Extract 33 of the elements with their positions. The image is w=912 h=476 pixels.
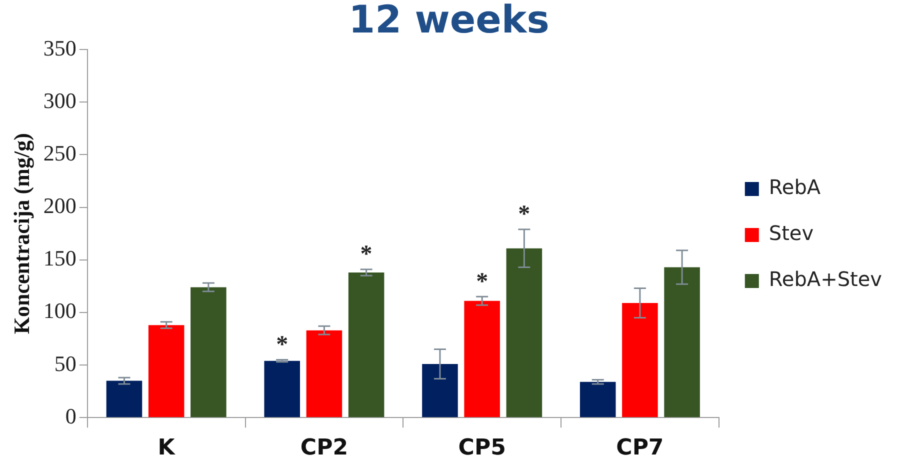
bar	[664, 267, 700, 418]
bar	[464, 300, 500, 418]
chart-title: 12 weeks	[348, 0, 550, 42]
bar	[622, 302, 658, 418]
bar	[506, 248, 542, 418]
bar	[422, 364, 458, 418]
legend-label: Stev	[768, 221, 814, 246]
y-tick-label: 350	[43, 35, 76, 60]
data-label: *	[518, 202, 530, 228]
bar	[106, 380, 142, 418]
x-tick-label: CP7	[616, 436, 664, 461]
bar	[580, 382, 616, 418]
bar	[190, 287, 226, 418]
y-tick-label: 0	[65, 403, 76, 428]
y-tick-label: 200	[43, 193, 76, 218]
legend-label: RebA+Stev	[768, 267, 882, 292]
legend-label: RebA	[768, 175, 821, 200]
y-tick-label: 50	[54, 350, 76, 376]
x-tick-label: K	[158, 436, 176, 461]
data-label: *	[476, 268, 488, 295]
bar	[148, 325, 184, 418]
bar	[348, 272, 384, 418]
data-label: *	[360, 242, 372, 268]
y-tick-label: 100	[43, 298, 76, 324]
data-label: *	[276, 332, 288, 358]
bar	[264, 360, 300, 418]
y-axis-title: Koncentracija (mg/g)	[8, 133, 34, 334]
y-tick-label: 150	[43, 246, 76, 271]
y-tick-label: 250	[43, 140, 76, 166]
x-tick-label: CP2	[300, 436, 348, 461]
x-tick-label: CP5	[458, 436, 506, 461]
y-tick-label: 300	[43, 88, 76, 113]
bar	[306, 330, 342, 418]
